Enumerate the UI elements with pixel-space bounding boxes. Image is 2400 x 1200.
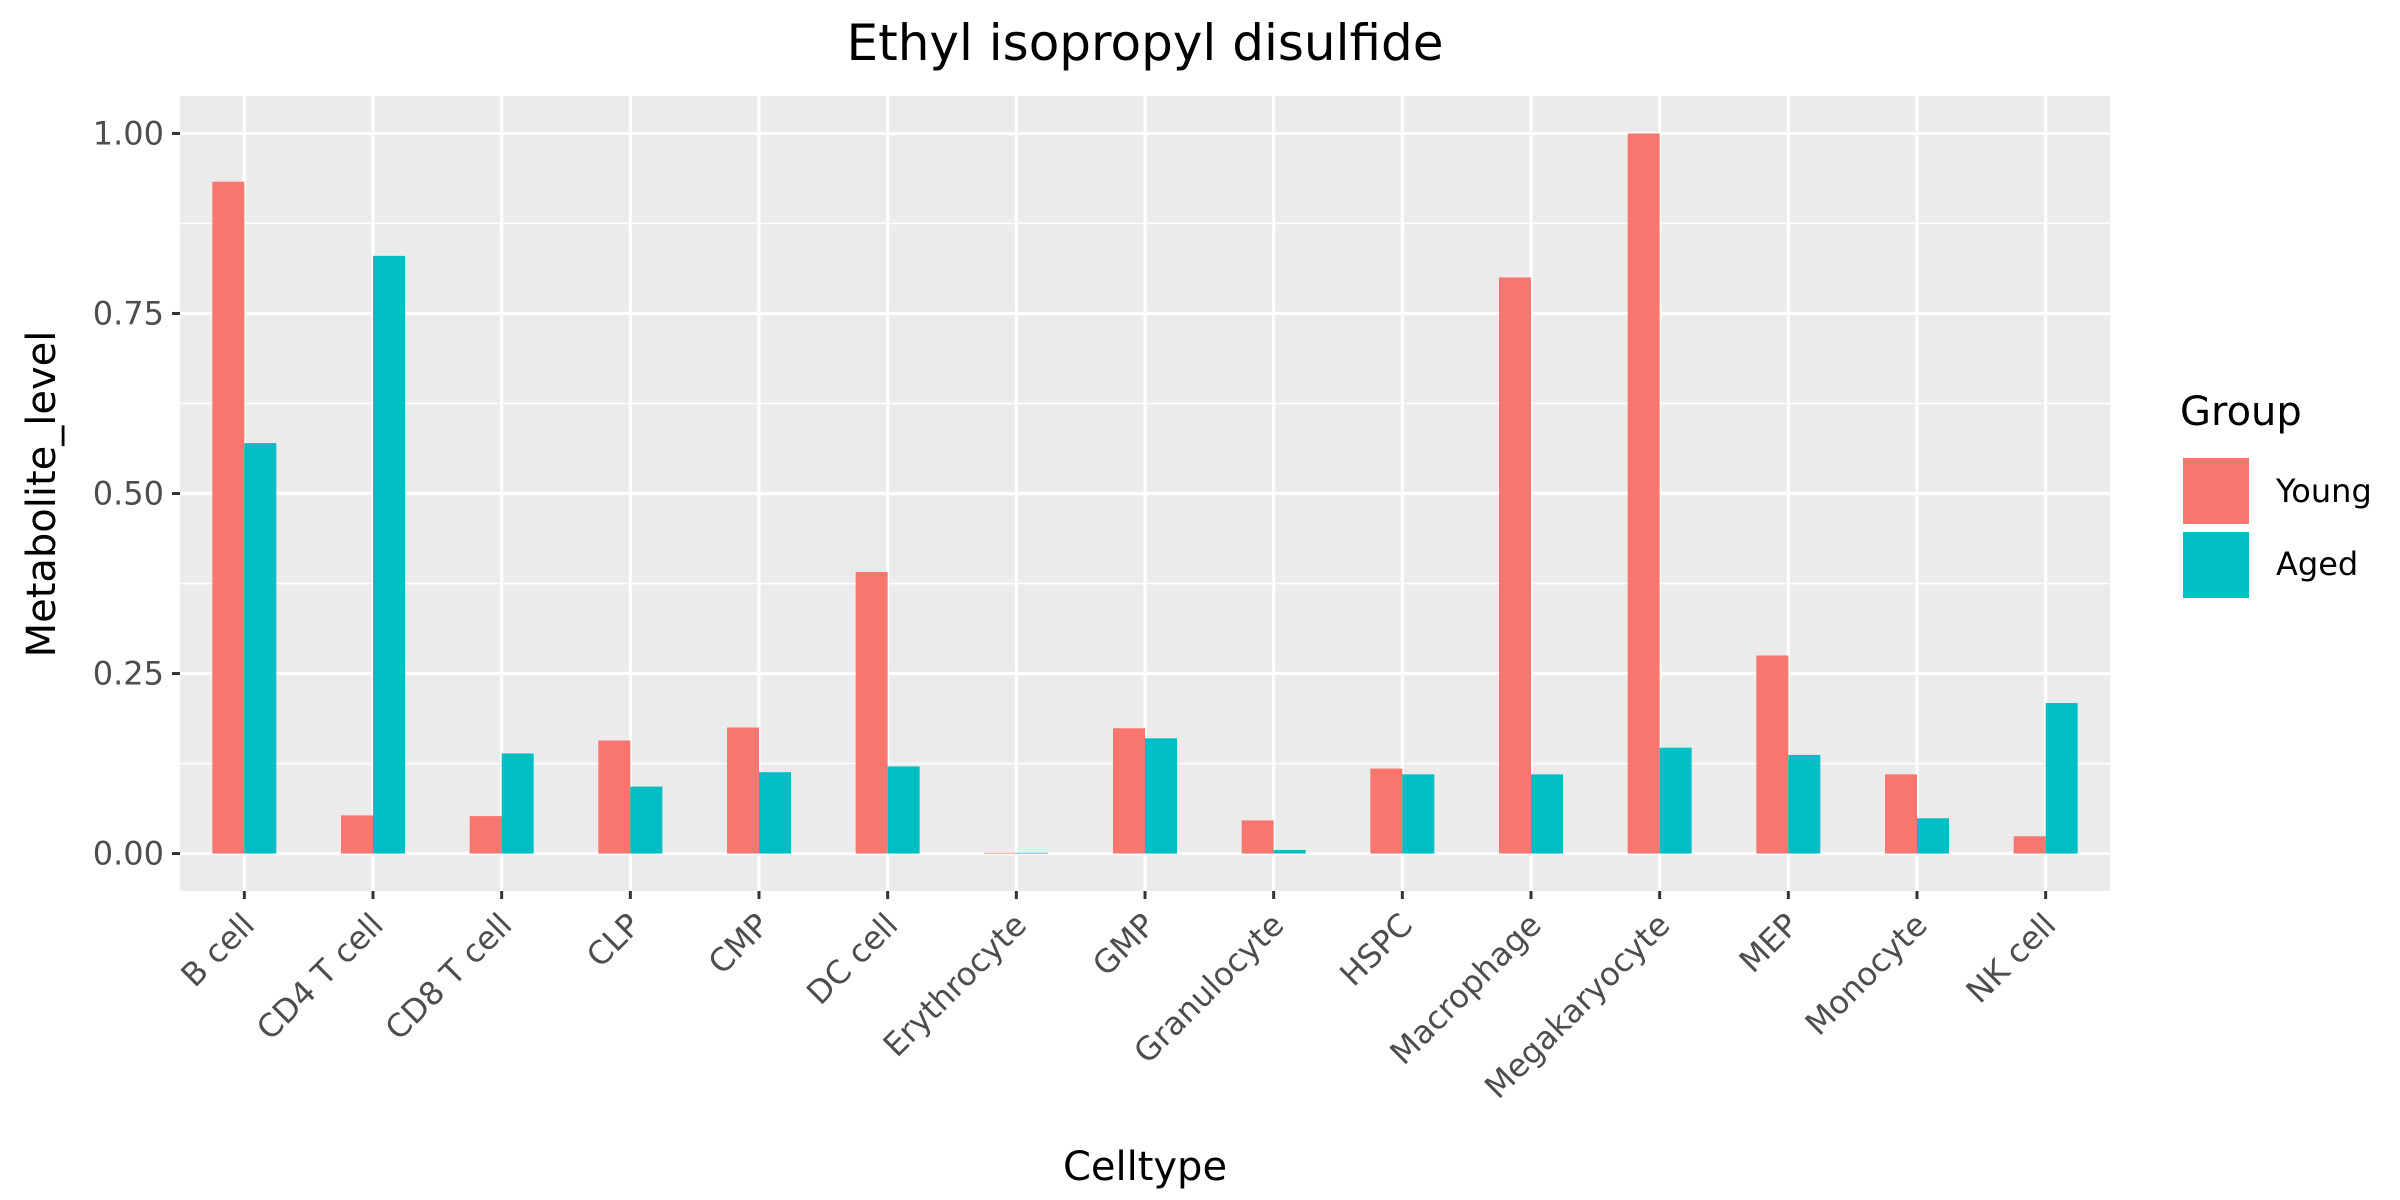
bar-young-hspc [1370,768,1403,854]
bar-aged-gmp [1145,738,1177,854]
bar-young-gmp [1113,728,1145,854]
x-tick-label: CMP [701,906,777,982]
bar-aged-macrophage [1531,774,1563,854]
x-tick-label: CLP [579,906,648,975]
x-tick-label: DC cell [799,906,905,1012]
bar-young-mep [1756,655,1789,854]
bar-young-megakaryocyte [1627,133,1660,854]
bar-young-dc-cell [855,571,888,854]
bar-young-nk-cell [2013,836,2046,854]
x-tick-label: MEP [1732,906,1806,980]
chart-title: Ethyl isopropyl disulfide [847,14,1444,72]
bar-aged-clp [630,786,663,854]
bar-aged-monocyte [1917,818,1949,854]
y-axis-title: Metabolite_level [19,331,65,658]
y-tick-label: 1.00 [93,114,164,152]
bar-aged-erythrocyte [1016,852,1049,854]
bar-aged-cd8-t-cell [501,753,534,854]
legend-label-young: Young [2275,472,2372,510]
y-tick-label: 0.25 [93,655,164,693]
y-axis: 0.00 0.25 0.50 0.75 1.00 [93,114,180,873]
bar-aged-mep [1788,754,1821,854]
bar-aged-nk-cell [2045,703,2078,854]
bar-young-cd4-t-cell [341,815,373,854]
bar-young-granulocyte [1241,820,1274,854]
x-tick-label: GMP [1085,906,1163,984]
bar-young-macrophage [1499,277,1531,854]
legend-key-aged [2183,532,2249,598]
bar-aged-cmp [759,772,791,854]
bar-aged-cd4-t-cell [373,255,405,854]
bar-young-erythrocyte [984,852,1017,854]
legend: Group Young Aged [2180,389,2372,598]
legend-label-aged: Aged [2276,545,2358,583]
x-tick-label: CD8 T cell [378,906,520,1048]
legend-title: Group [2180,389,2302,435]
bar-young-b-cell [212,181,245,854]
bar-aged-granulocyte [1273,849,1306,854]
bar-young-cmp [727,727,759,854]
x-tick-label: CD4 T cell [249,906,391,1048]
x-tick-label: HSPC [1332,906,1420,994]
y-tick-label: 0.50 [93,475,164,513]
bar-aged-hspc [1402,774,1435,854]
x-axis-title: Celltype [1063,1144,1227,1190]
bar-aged-dc-cell [887,766,920,854]
bar-young-clp [598,740,631,854]
bar-aged-b-cell [244,443,277,854]
x-tick-label: Monocyte [1798,906,1935,1043]
legend-key-young [2183,458,2249,524]
y-tick-label: 0.75 [93,294,164,332]
y-tick-label: 0.00 [93,835,164,873]
bar-young-cd8-t-cell [469,816,502,854]
x-tick-label: NK cell [1959,906,2064,1011]
bars [212,133,2078,854]
bar-aged-megakaryocyte [1659,747,1692,854]
x-tick-label: B cell [173,906,262,995]
bar-young-monocyte [1885,774,1917,854]
